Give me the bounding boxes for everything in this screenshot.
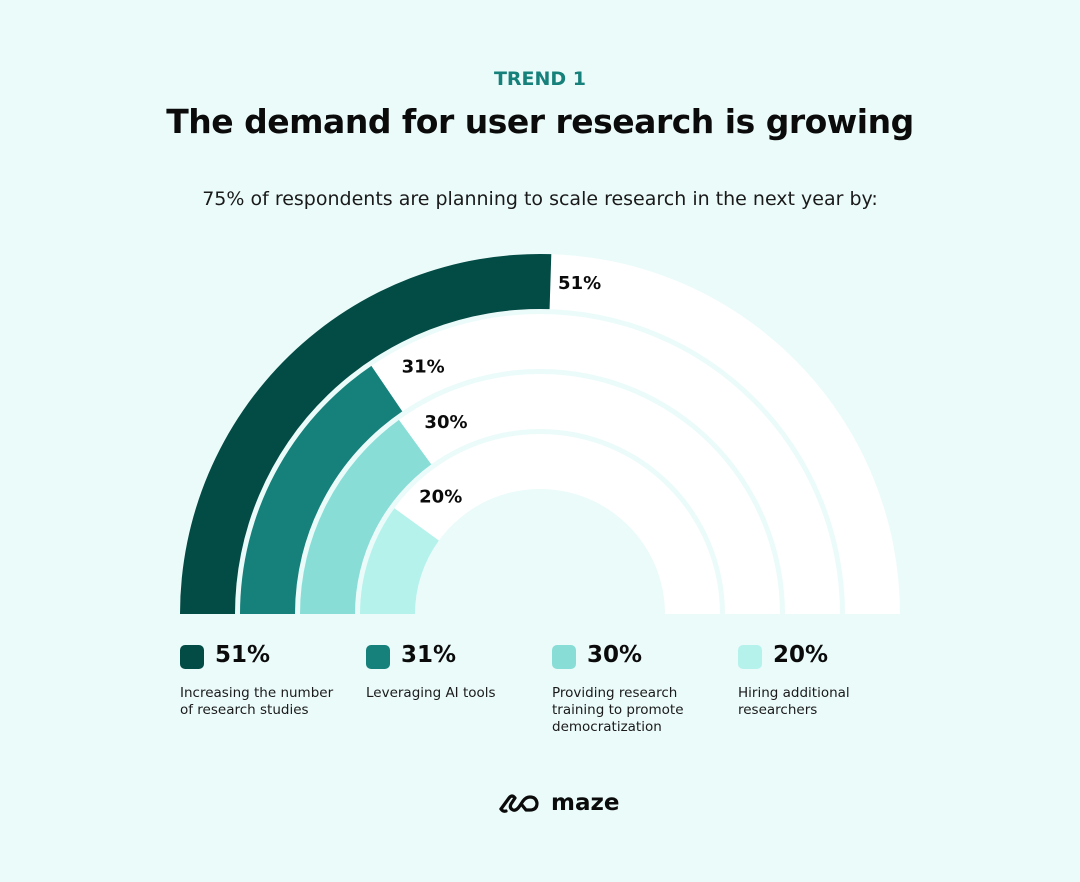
legend-description: Providing research training to promote d… xyxy=(552,685,684,735)
brand-name: maze xyxy=(551,790,620,816)
legend-value: 20% xyxy=(773,642,829,668)
legend-description: Increasing the number of research studie… xyxy=(180,685,334,718)
ring-bar xyxy=(180,253,552,614)
eyebrow: TREND 1 xyxy=(493,68,587,90)
legend-value: 31% xyxy=(401,642,457,668)
ring-bar xyxy=(240,365,403,614)
legend-description: Hiring additional researchers xyxy=(738,685,850,718)
maze-logo-icon xyxy=(499,794,539,813)
legend-swatch xyxy=(738,645,762,669)
page-title: The demand for user research is growing xyxy=(166,102,914,141)
ring-track xyxy=(300,374,780,614)
data-label: 30% xyxy=(424,412,467,433)
legend-swatch xyxy=(552,645,576,669)
data-label: 31% xyxy=(402,357,445,378)
maze-logo: maze xyxy=(497,790,619,816)
legend-swatch xyxy=(366,645,390,669)
ring-track xyxy=(360,434,720,614)
ring-bar xyxy=(300,419,432,614)
subtitle: 75% of respondents are planning to scale… xyxy=(202,188,878,210)
data-label: 51% xyxy=(558,273,601,294)
ring-bar xyxy=(360,508,439,614)
data-label: 20% xyxy=(419,487,462,508)
legend-description: Leveraging AI tools xyxy=(366,685,496,701)
legend-value: 30% xyxy=(587,642,643,668)
ring-track xyxy=(240,314,840,614)
legend-swatch xyxy=(180,645,204,669)
legend-value: 51% xyxy=(215,642,271,668)
